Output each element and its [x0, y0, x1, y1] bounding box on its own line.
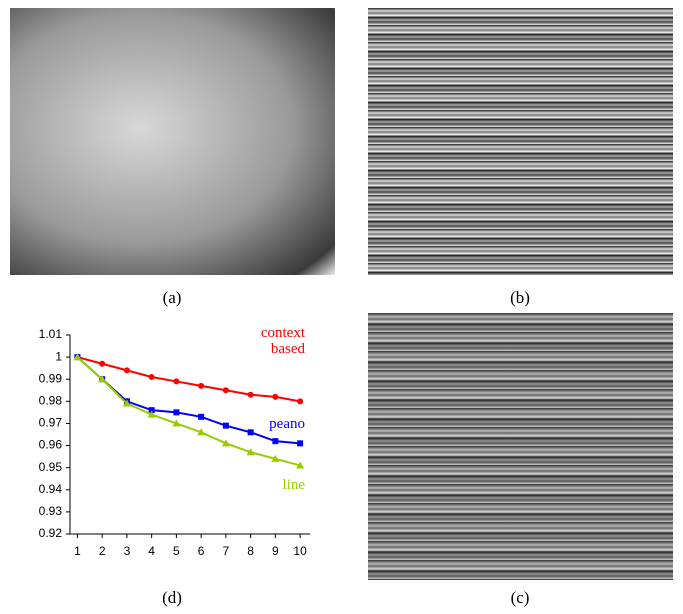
series-label: peano — [269, 416, 305, 432]
point — [99, 360, 106, 367]
caption: (c) — [510, 588, 530, 607]
series-line — [76, 356, 301, 467]
point — [297, 440, 304, 447]
y-tick-label: 0.93 — [39, 504, 63, 518]
series-label: line — [282, 477, 306, 493]
point — [123, 367, 130, 374]
chart: 0.92 0.93 0.94 0.95 0.96 0.97 0.98 0.99 1 1.01 1 2 3… — [39, 327, 310, 558]
y-tick-label: 1 — [55, 349, 62, 363]
point — [222, 387, 229, 394]
point — [148, 407, 155, 414]
y-tick-label: 0.95 — [39, 460, 63, 474]
caption: (d) — [162, 588, 182, 607]
caption: (b) — [510, 288, 530, 307]
point — [272, 393, 279, 400]
y-tick-label: 0.97 — [39, 416, 63, 430]
point — [73, 353, 82, 361]
point — [173, 409, 180, 416]
y-tick-label: 0.99 — [39, 371, 63, 385]
x-tick-label: 10 — [293, 544, 307, 558]
point — [247, 429, 254, 436]
point — [297, 398, 304, 405]
point — [198, 413, 205, 420]
x-tick-label: 5 — [173, 544, 180, 558]
x-tick-label: 3 — [124, 544, 131, 558]
photo-scan-b — [368, 8, 673, 275]
point — [197, 428, 206, 436]
point — [198, 382, 205, 389]
point — [148, 374, 155, 381]
x-tick-label: 1 — [74, 544, 81, 558]
series-label: context based — [260, 325, 305, 357]
point — [247, 391, 254, 398]
x-tick-label: 8 — [247, 544, 254, 558]
point — [296, 461, 305, 469]
point — [221, 439, 230, 447]
x-tick-label: 7 — [223, 544, 230, 558]
photo-scan-c — [368, 313, 673, 580]
point — [272, 438, 279, 445]
y-tick-label: 1.01 — [39, 327, 63, 341]
y-tick-label: 0.92 — [39, 526, 63, 540]
point — [271, 454, 280, 462]
x-tick-label: 6 — [198, 544, 205, 558]
x-tick-label: 4 — [148, 544, 155, 558]
y-tick-label: 0.98 — [39, 394, 63, 408]
y-tick-label: 0.96 — [39, 438, 63, 452]
y-tick-label: 0.94 — [39, 482, 63, 496]
caption: (a) — [162, 288, 182, 307]
x-tick-label: 2 — [99, 544, 106, 558]
point — [172, 419, 181, 427]
point — [246, 448, 255, 456]
x-tick-label: 9 — [272, 544, 279, 558]
point — [98, 375, 107, 383]
photo-original — [10, 8, 335, 275]
point — [122, 399, 131, 407]
point — [222, 422, 229, 429]
point — [173, 378, 180, 385]
series-line — [77, 356, 301, 403]
point — [147, 410, 156, 418]
